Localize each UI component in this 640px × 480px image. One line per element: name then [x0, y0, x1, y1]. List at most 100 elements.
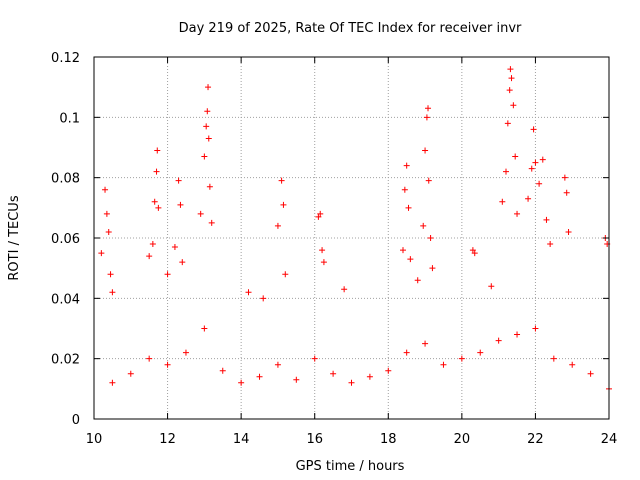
data-point [366, 373, 373, 380]
data-point [510, 102, 517, 109]
data-point [155, 204, 162, 211]
data-point [203, 123, 210, 130]
data-point [429, 265, 436, 272]
data-point [569, 361, 576, 368]
data-point [507, 66, 514, 73]
data-point [401, 186, 408, 193]
data-point [423, 114, 430, 121]
data-point [105, 228, 112, 235]
data-point [405, 204, 412, 211]
data-point [175, 177, 182, 184]
data-point [164, 361, 171, 368]
x-tick-label: 12 [159, 432, 176, 447]
data-point [477, 349, 484, 356]
y-tick-label: 0.06 [51, 232, 80, 247]
data-point [528, 165, 535, 172]
y-tick-labels: 0 0.02 0.04 0.06 0.08 0.1 0.12 [51, 51, 80, 428]
data-point [245, 289, 252, 296]
data-point [512, 153, 519, 160]
data-point [495, 337, 502, 344]
data-point [319, 247, 326, 254]
data-point [499, 198, 506, 205]
data-point [525, 195, 532, 202]
data-point [260, 295, 267, 302]
data-point [385, 367, 392, 374]
data-point [109, 379, 116, 386]
y-axis-label: ROTI / TECUs [7, 195, 22, 280]
data-point [547, 241, 554, 248]
grid-lines [94, 57, 609, 419]
data-point [348, 379, 355, 386]
y-tick-label: 0.02 [51, 353, 80, 368]
data-point [506, 87, 513, 94]
data-point [205, 84, 212, 91]
data-point [146, 355, 153, 362]
data-point [154, 147, 161, 154]
data-point [182, 349, 189, 356]
data-point [530, 126, 537, 133]
data-point [98, 250, 105, 257]
data-point [508, 75, 515, 82]
data-point [179, 259, 186, 266]
y-tick-label: 0.08 [51, 172, 80, 187]
data-point [206, 183, 213, 190]
x-tick-label: 18 [380, 432, 397, 447]
data-point [256, 373, 263, 380]
data-point [102, 186, 109, 193]
data-point [151, 198, 158, 205]
data-point [514, 210, 521, 217]
data-point [539, 156, 546, 163]
data-point [407, 256, 414, 263]
data-point [320, 259, 327, 266]
axis-ticks [93, 56, 610, 420]
data-point [274, 222, 281, 229]
data-point [514, 331, 521, 338]
data-point [532, 325, 539, 332]
data-point [425, 177, 432, 184]
data-point [488, 283, 495, 290]
data-point [427, 235, 434, 241]
data-point [153, 168, 160, 175]
data-point [587, 370, 594, 377]
x-tick-label: 24 [601, 432, 618, 447]
data-point [315, 213, 322, 220]
y-tick-label: 0.04 [51, 292, 80, 307]
data-point [146, 253, 153, 260]
data-point [400, 247, 406, 254]
data-point [543, 216, 550, 223]
data-point [278, 177, 285, 184]
data-point [330, 370, 337, 377]
data-point [208, 219, 215, 226]
data-point [425, 105, 432, 112]
y-tick-label: 0.12 [51, 51, 80, 66]
data-point [563, 189, 570, 196]
data-point [440, 361, 447, 368]
x-tick-label: 22 [527, 432, 544, 447]
data-point [536, 180, 543, 187]
data-point [171, 244, 178, 251]
data-point [565, 228, 572, 235]
data-point [219, 367, 226, 374]
data-point [238, 379, 245, 386]
data-point [471, 250, 478, 257]
data-point [503, 168, 509, 175]
data-point [422, 147, 429, 154]
data-point [107, 271, 114, 278]
data-point [317, 210, 324, 217]
data-point [177, 201, 184, 208]
data-point [341, 286, 348, 293]
data-point [458, 355, 465, 362]
plot-frame [93, 56, 610, 420]
data-point [550, 355, 557, 362]
data-points [98, 66, 612, 392]
data-point [504, 120, 511, 127]
data-point [103, 210, 110, 217]
chart-title: Day 219 of 2025, Rate Of TEC Index for r… [179, 21, 522, 36]
data-point [311, 355, 318, 362]
data-point [201, 325, 208, 332]
data-point [420, 222, 427, 229]
data-point [204, 108, 211, 115]
data-point [274, 361, 281, 368]
y-tick-label: 0 [72, 413, 80, 428]
